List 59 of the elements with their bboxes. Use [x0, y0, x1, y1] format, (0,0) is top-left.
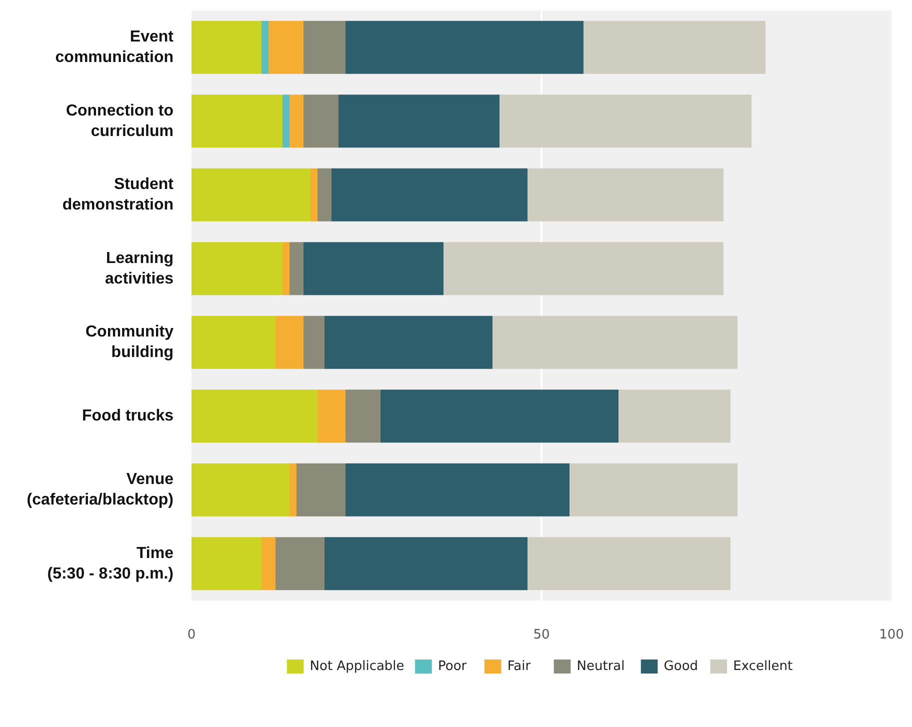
bar: [282, 242, 290, 296]
y-tick-label: Time (5:30 - 8:30 p.m.): [47, 544, 174, 582]
legend-label: Excellent: [733, 659, 793, 674]
bar: [324, 537, 528, 590]
bar: [310, 168, 318, 222]
bar: [304, 94, 338, 148]
y-tick-label: Community building: [86, 324, 174, 362]
bar: [290, 463, 296, 516]
bar: [444, 242, 724, 296]
bar: [192, 537, 262, 590]
legend-label: Neutral: [576, 659, 625, 674]
bar: [296, 463, 346, 516]
bar: [618, 390, 730, 443]
bar: [268, 20, 304, 74]
bar: [192, 463, 290, 516]
y-tick-label: Connection to curriculum: [66, 102, 174, 140]
y-tick-label: Event communication: [55, 28, 174, 66]
bar: [192, 390, 318, 443]
bar: [346, 390, 380, 443]
bar: [192, 316, 276, 369]
bar: [290, 242, 304, 296]
bar: [304, 242, 444, 296]
bar: [346, 463, 570, 516]
bar: [324, 316, 492, 369]
y-tick-label: Venue (cafeteria/blacktop): [26, 471, 174, 509]
bar: [528, 168, 724, 222]
legend-label: Fair: [507, 659, 532, 674]
legend-label: Good: [664, 659, 698, 674]
bar: [338, 94, 500, 148]
bar: [380, 390, 618, 443]
bar: [192, 94, 282, 148]
x-tick-label: 0: [187, 628, 196, 642]
bar: [282, 94, 290, 148]
y-tick-label: Learning activities: [105, 250, 174, 288]
bar: [500, 94, 752, 148]
bar: [192, 20, 262, 74]
x-tick-label: 100: [879, 628, 904, 642]
bar: [332, 168, 528, 222]
bar: [318, 168, 332, 222]
bar: [304, 316, 324, 369]
bar: [262, 20, 268, 74]
bar: [276, 537, 324, 590]
bar: [192, 168, 310, 222]
y-tick-label: Food trucks: [82, 408, 174, 425]
bar: [276, 316, 304, 369]
bar: [318, 390, 346, 443]
x-tick-label: 50: [533, 628, 550, 642]
bar: [492, 316, 738, 369]
bar: [584, 20, 766, 74]
bar: [528, 537, 730, 590]
bar: [570, 463, 738, 516]
y-tick-label: Student demonstration: [62, 176, 174, 214]
legend-label: Poor: [438, 659, 468, 674]
bar: [262, 537, 276, 590]
bar: [192, 242, 282, 296]
bar: [346, 20, 584, 74]
bar: [290, 94, 304, 148]
bar: [304, 20, 346, 74]
legend-label: Not Applicable: [310, 659, 404, 674]
